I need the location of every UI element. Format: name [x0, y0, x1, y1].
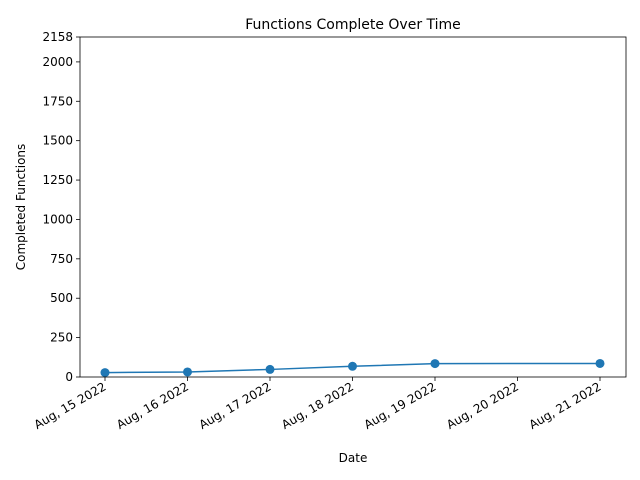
y-axis-label: Completed Functions: [14, 144, 28, 271]
y-tick-label: 750: [50, 252, 73, 266]
data-point: [183, 367, 192, 377]
y-tick-label: 1250: [42, 173, 73, 187]
data-point: [595, 358, 605, 368]
x-tick-label: Aug, 15 2022: [32, 379, 109, 431]
x-axis-label: Date: [339, 451, 368, 465]
y-tick-label: 0: [65, 370, 73, 384]
x-tick-label: Aug, 19 2022: [362, 379, 439, 431]
chart-title: Functions Complete Over Time: [245, 17, 461, 33]
data-point: [430, 359, 440, 369]
y-tick-label: 1000: [42, 212, 73, 226]
series-line: [104, 362, 601, 374]
x-tick-label: Aug, 18 2022: [279, 379, 356, 431]
x-tick-label: Aug, 16 2022: [114, 379, 191, 431]
y-tick-label: 2000: [42, 55, 73, 69]
y-tick-label: 2158: [42, 30, 73, 44]
y-tick-label: 500: [50, 291, 73, 305]
x-tick-label: Aug, 21 2022: [527, 379, 604, 431]
x-tick-label: Aug, 17 2022: [197, 379, 274, 431]
data-point: [100, 368, 110, 378]
data-point: [348, 361, 357, 371]
x-tick-label: Aug, 20 2022: [444, 379, 521, 431]
y-tick-label: 1750: [42, 94, 73, 108]
y-tick-label: 250: [50, 331, 73, 345]
data-point: [265, 364, 275, 374]
y-tick-label: 1500: [42, 134, 73, 148]
plot-frame: [79, 36, 627, 378]
plot-area: 0 250 500 750 1000 1250 1500 1750 2000 2158 Aug, 1…: [32, 30, 627, 432]
